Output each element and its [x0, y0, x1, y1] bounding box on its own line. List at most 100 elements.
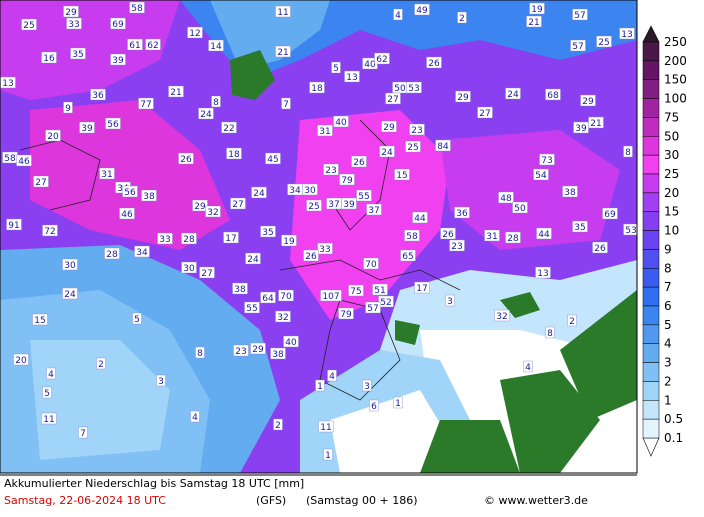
precip-label: 6: [371, 402, 377, 412]
precip-label: 26: [180, 155, 192, 165]
precip-label: 64: [262, 294, 274, 304]
precip-label: 15: [396, 171, 407, 181]
precip-label: 4: [525, 363, 531, 373]
precip-label: 27: [35, 178, 46, 188]
precip-label: 38: [234, 285, 246, 295]
label-box: [426, 56, 442, 69]
precip-label: 38: [564, 188, 576, 198]
legend-label: 25: [664, 167, 679, 181]
label-box: [562, 185, 578, 198]
label-box: [244, 301, 260, 314]
label-box: [338, 307, 354, 320]
precip-label: 29: [582, 97, 594, 107]
label-box: [205, 205, 221, 218]
label-box: [379, 145, 395, 158]
label-box: [317, 124, 333, 137]
precip-label: 25: [407, 143, 418, 153]
precip-label: 4: [192, 413, 198, 423]
label-box: [278, 289, 294, 302]
precip-label: 19: [531, 5, 543, 15]
precip-label: 57: [572, 42, 583, 52]
label-box: [208, 39, 224, 52]
precip-label: 24: [507, 90, 519, 100]
precip-label: 30: [64, 261, 76, 271]
label-box: [440, 227, 456, 240]
precip-label: 4: [329, 372, 335, 382]
precip-label: 4: [48, 370, 54, 380]
precip-label: 13: [621, 30, 632, 40]
legend-label: 100: [664, 92, 687, 106]
label-box: [275, 5, 291, 18]
label-box: [309, 81, 325, 94]
label-box: [145, 38, 161, 51]
label-box: [498, 191, 514, 204]
label-box: [512, 201, 528, 214]
precip-label: 5: [134, 315, 140, 325]
label-box: [406, 81, 422, 94]
label-box: [96, 357, 106, 370]
precip-label: 29: [383, 123, 395, 133]
label-box: [348, 284, 364, 297]
label-box: [339, 173, 355, 186]
label-box: [275, 310, 291, 323]
label-box: [168, 85, 184, 98]
precip-label: 33: [159, 235, 170, 245]
precip-label: 44: [538, 230, 550, 240]
precip-label: 77: [140, 100, 151, 110]
precip-label: 29: [194, 202, 206, 212]
label-box: [156, 374, 166, 387]
precip-label: 5: [333, 64, 339, 74]
precip-label: 61: [129, 41, 140, 51]
precip-label: 31: [319, 127, 330, 137]
label-box: [265, 152, 281, 165]
label-box: [104, 247, 120, 260]
precip-label: 35: [262, 228, 273, 238]
precip-label: 79: [340, 310, 352, 320]
precip-label: 14: [210, 42, 222, 52]
precip-label: 58: [4, 154, 16, 164]
label-box: [320, 289, 342, 302]
label-box: [138, 97, 154, 110]
precip-label: 38: [143, 192, 155, 202]
precip-label: 40: [335, 118, 347, 128]
precip-label: 28: [106, 250, 118, 260]
label-box: [42, 386, 52, 399]
label-box: [545, 326, 555, 339]
label-box: [132, 312, 142, 325]
label-box: [529, 2, 545, 15]
precip-label: 18: [228, 150, 240, 160]
label-box: [455, 90, 471, 103]
legend-band: [642, 136, 660, 156]
footer-model: (GFS): [256, 494, 286, 507]
label-box: [46, 367, 56, 380]
precip-label: 39: [112, 56, 124, 66]
precip-label: 20: [47, 132, 59, 142]
precip-label: 39: [81, 124, 93, 134]
precip-label: 7: [80, 429, 86, 439]
label-box: [535, 266, 551, 279]
precip-label: 1: [395, 399, 401, 409]
legend-label: 2: [664, 374, 672, 388]
label-box: [90, 88, 106, 101]
label-box: [245, 252, 261, 265]
precip-label: 28: [507, 234, 519, 244]
precip-label: 26: [594, 244, 606, 254]
label-box: [273, 418, 283, 431]
precip-label: 12: [189, 29, 200, 39]
legend-label: 30: [664, 148, 679, 162]
precip-label: 75: [350, 287, 361, 297]
precip-label: 50: [394, 84, 406, 94]
label-box: [233, 344, 249, 357]
precip-label: 16: [43, 54, 55, 64]
legend-label: 15: [664, 205, 679, 219]
label-box: [619, 27, 635, 40]
label-box: [414, 3, 430, 16]
precip-label: 34: [289, 186, 301, 196]
label-box: [178, 152, 194, 165]
label-box: [232, 282, 248, 295]
label-box: [623, 145, 633, 158]
label-box: [331, 61, 341, 74]
precip-label: 32: [496, 312, 507, 322]
label-box: [157, 232, 173, 245]
label-box: [45, 129, 61, 142]
